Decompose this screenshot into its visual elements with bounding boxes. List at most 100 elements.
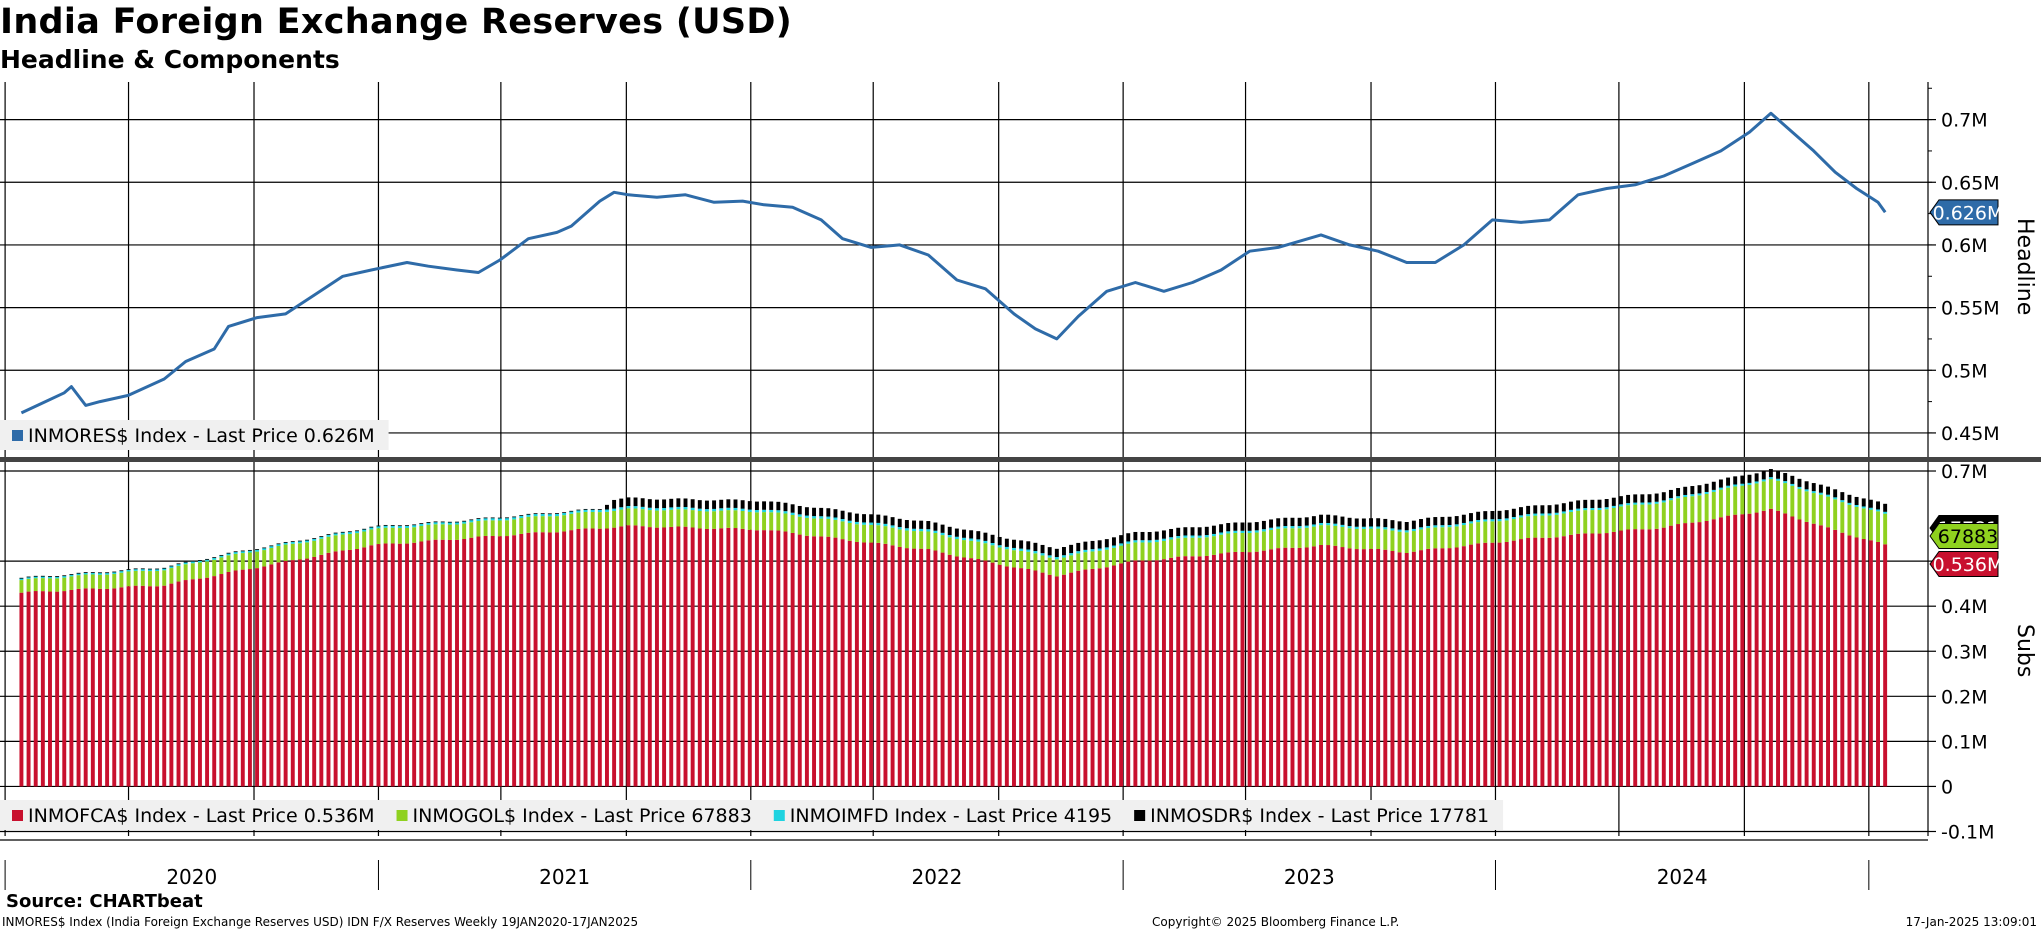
bar-imf [919, 528, 924, 532]
bar-fca [1062, 574, 1066, 787]
bar-gold [455, 524, 459, 540]
bar-stack [1247, 522, 1252, 787]
bar-gold [1768, 479, 1773, 509]
bar-fca [1604, 533, 1609, 787]
bar-gold [1676, 498, 1681, 525]
bar-stack [1126, 533, 1131, 787]
bar-gold [1447, 527, 1452, 549]
bar-fca [1219, 553, 1224, 787]
bar-fca [347, 549, 352, 787]
bar-gold [1090, 551, 1095, 569]
bar-imf [162, 568, 167, 571]
bar-stack [1483, 511, 1488, 787]
bar-fca [1847, 535, 1852, 787]
bar-stack [704, 500, 709, 787]
bar-imf [1826, 494, 1830, 497]
y-tick-label: 0 [1941, 776, 1953, 798]
bar-fca [854, 541, 859, 787]
bar-gold [1126, 543, 1131, 562]
bar-sdr [1083, 541, 1088, 550]
bar-gold [1718, 489, 1723, 518]
headline-axis-title: Headline [2012, 218, 2037, 315]
bar-fca [576, 528, 581, 787]
bar-stack [1854, 496, 1859, 787]
bar-sdr [919, 520, 924, 529]
bar-stack [533, 513, 538, 787]
bar-gold [1747, 484, 1752, 514]
bar-fca [826, 536, 831, 787]
bar-imf [904, 528, 909, 531]
bar-imf [283, 542, 288, 545]
bar-gold [1804, 491, 1809, 522]
bar-stack [612, 499, 617, 787]
bar-sdr [797, 505, 802, 515]
bar-stack [26, 576, 31, 787]
bar-sdr [1233, 522, 1238, 531]
bar-gold [712, 511, 717, 529]
bar-stack [1797, 478, 1802, 787]
bar-gold [105, 574, 110, 589]
bar-stack [1169, 528, 1174, 787]
bar-fca [1597, 533, 1602, 787]
bar-stack [1419, 519, 1423, 787]
bar-fca [48, 591, 52, 787]
bar-gold [1840, 502, 1845, 533]
bar-fca [612, 527, 617, 787]
bar-imf [1847, 502, 1852, 505]
bar-gold [1140, 542, 1145, 561]
bar-imf [862, 522, 866, 525]
bar-fca [69, 589, 74, 787]
bar-stack [1204, 526, 1209, 787]
bar-sdr [997, 536, 1002, 546]
bar-gold [840, 521, 845, 540]
bar-sdr [1826, 486, 1830, 495]
bar-stack [1104, 539, 1109, 787]
bar-imf [1297, 526, 1302, 529]
bar-stack [976, 531, 981, 787]
bar-stack [397, 525, 402, 787]
bar-stack [1340, 516, 1345, 787]
bar-fca [1590, 533, 1595, 787]
bar-imf [1147, 540, 1152, 543]
bar-imf [926, 529, 931, 532]
bar-sdr [1633, 494, 1638, 503]
bar-fca [1726, 515, 1731, 787]
bar-stack [869, 514, 874, 787]
bar-imf [226, 553, 231, 556]
bar-fca [33, 591, 38, 787]
bar-imf [1747, 482, 1752, 485]
bar-imf [769, 509, 774, 513]
bar-fca [455, 539, 459, 787]
bar-sdr [1133, 531, 1138, 541]
bar-imf [1133, 540, 1138, 543]
bar-gold [483, 520, 488, 536]
bar-sdr [1019, 540, 1024, 549]
bar-imf [1461, 522, 1466, 526]
bar-imf [812, 516, 817, 519]
bar-gold [890, 527, 895, 546]
bar-imf [290, 541, 295, 544]
bar-fca [1319, 544, 1324, 787]
bar-stack [98, 572, 102, 787]
bar-imf [1883, 511, 1888, 514]
bar-fca [1576, 533, 1581, 787]
bar-imf [326, 534, 331, 537]
bar-sdr [1526, 505, 1531, 515]
bar-gold [969, 540, 974, 559]
bar-fca [212, 576, 217, 787]
bar-gold [1783, 483, 1788, 514]
bar-stack [1297, 517, 1302, 787]
bar-gold [619, 509, 624, 527]
bar-stack [455, 521, 459, 787]
bar-sdr [1404, 522, 1409, 531]
legend-swatch [12, 810, 23, 821]
bar-fca [790, 532, 795, 787]
bar-fca [183, 580, 188, 787]
bar-fca [1069, 572, 1074, 787]
bar-fca [662, 527, 667, 787]
bar-sdr [1554, 504, 1559, 513]
bar-stack [119, 570, 124, 787]
bar-fca [162, 585, 167, 787]
bar-imf [276, 544, 281, 547]
bar-stack [1761, 471, 1766, 787]
